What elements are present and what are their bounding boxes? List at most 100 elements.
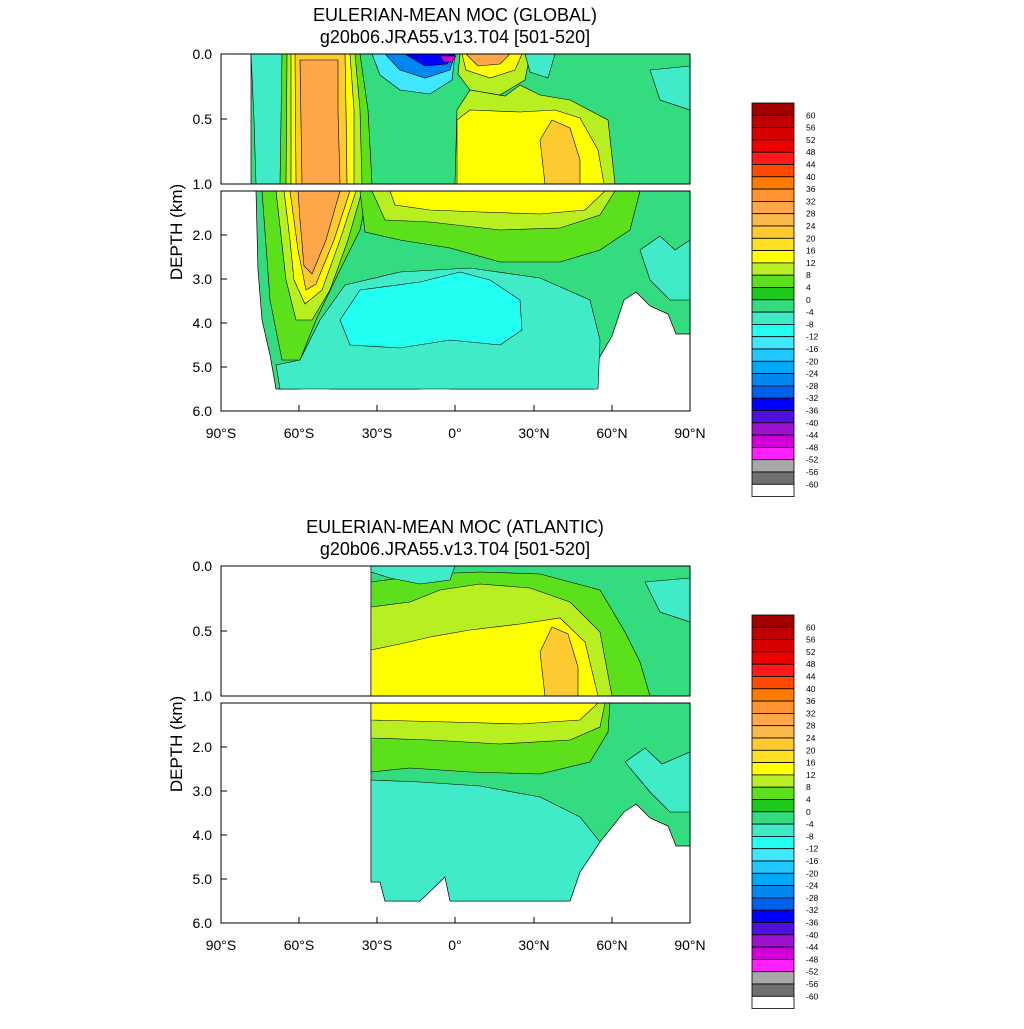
- colorbar-label: 8: [806, 270, 811, 280]
- x-tick-label: 60°N: [596, 425, 627, 441]
- colorbar-label: 40: [806, 172, 816, 182]
- colorbar-label: 28: [806, 209, 816, 219]
- colorbar-label: -56: [806, 979, 819, 989]
- colorbar-swatch: [752, 386, 794, 398]
- colorbar-swatch: [752, 984, 794, 996]
- colorbar-label: -4: [806, 307, 814, 317]
- x-tick-label: 90°S: [206, 937, 237, 953]
- global-moc-panel: EULERIAN-MEAN MOC (GLOBAL) g20b06.JRA55.…: [0, 0, 1024, 512]
- y-ticks: [221, 566, 227, 923]
- colorbar-swatch: [752, 750, 794, 762]
- colorbar-swatch: [752, 763, 794, 775]
- y-tick-label: 0.5: [193, 111, 213, 127]
- colorbar-swatch: [752, 128, 794, 140]
- colorbar-swatch: [752, 460, 794, 472]
- x-tick-label: 90°N: [674, 937, 705, 953]
- x-tick-label: 60°S: [284, 937, 315, 953]
- upper-orange-cell: [300, 60, 340, 184]
- chart-subtitle: g20b06.JRA55.v13.T04 [501-520]: [320, 539, 590, 559]
- colorbar-swatch: [752, 800, 794, 812]
- y-tick-label: 5.0: [193, 871, 213, 887]
- colorbar-label: 32: [806, 708, 816, 718]
- colorbar-swatch: [752, 972, 794, 984]
- colorbar-label: -16: [806, 344, 819, 354]
- y-tick-label: 0.0: [193, 558, 213, 574]
- colorbar-label: 60: [806, 622, 816, 632]
- colorbar-swatch: [752, 189, 794, 201]
- colorbar-swatch: [752, 324, 794, 336]
- colorbar-label: -52: [806, 967, 819, 977]
- colorbar-label: 56: [806, 635, 816, 645]
- x-tick-label: 90°N: [674, 425, 705, 441]
- colorbar-label: -32: [806, 905, 819, 915]
- colorbar-label: -8: [806, 831, 814, 841]
- colorbar-label: 20: [806, 745, 816, 755]
- colorbar-label: -48: [806, 442, 819, 452]
- y-tick-label: 0.0: [193, 46, 213, 62]
- y-axis-label: DEPTH (km): [167, 184, 186, 280]
- colorbar-swatch: [752, 238, 794, 250]
- colorbar-swatch: [752, 959, 794, 971]
- colorbar-swatch: [752, 652, 794, 664]
- colorbar-label: 44: [806, 672, 816, 682]
- colorbar-label: 0: [806, 807, 811, 817]
- chart-title: EULERIAN-MEAN MOC (ATLANTIC): [306, 517, 604, 537]
- y-tick-label: 2.0: [193, 227, 213, 243]
- colorbar-swatch: [752, 824, 794, 836]
- colorbar-swatch: [752, 263, 794, 275]
- x-tick-label: 0°: [448, 425, 461, 441]
- colorbar-label: 52: [806, 135, 816, 145]
- colorbar-swatch: [752, 374, 794, 386]
- colorbar-label: -28: [806, 893, 819, 903]
- y-tick-label: 1.0: [193, 688, 213, 704]
- colorbar-label: 36: [806, 696, 816, 706]
- chart-subtitle: g20b06.JRA55.v13.T04 [501-520]: [320, 27, 590, 47]
- colorbar-swatch: [752, 947, 794, 959]
- y-tick-label: 5.0: [193, 359, 213, 375]
- colorbar-label: -44: [806, 942, 819, 952]
- colorbar-swatch: [752, 615, 794, 627]
- chart-title: EULERIAN-MEAN MOC (GLOBAL): [313, 5, 597, 25]
- colorbar-label: -48: [806, 954, 819, 964]
- colorbar-label: 12: [806, 770, 816, 780]
- colorbar-swatch: [752, 214, 794, 226]
- lower-section-field: [256, 191, 690, 389]
- colorbar-swatch: [752, 640, 794, 652]
- y-axis-label: DEPTH (km): [167, 696, 186, 792]
- colorbar-swatch: [752, 103, 794, 115]
- colorbar-label: 16: [806, 246, 816, 256]
- colorbar-swatch: [752, 689, 794, 701]
- colorbar-swatch: [752, 910, 794, 922]
- colorbar-label: -20: [806, 868, 819, 878]
- upper-section-field: [371, 566, 690, 696]
- colorbar-swatch: [752, 923, 794, 935]
- colorbar-label: 4: [806, 795, 811, 805]
- x-tick-label: 30°N: [518, 937, 549, 953]
- colorbar-label: -12: [806, 844, 819, 854]
- colorbar-label: -12: [806, 332, 819, 342]
- x-tick-label: 60°S: [284, 425, 315, 441]
- colorbar-swatch: [752, 627, 794, 639]
- colorbar-swatch: [752, 996, 794, 1008]
- y-tick-label: 6.0: [193, 915, 213, 931]
- colorbar-swatch: [752, 873, 794, 885]
- colorbar-swatch: [752, 472, 794, 484]
- colorbar-swatch: [752, 812, 794, 824]
- colorbar-swatch: [752, 738, 794, 750]
- colorbar-label: -8: [806, 319, 814, 329]
- atlantic-moc-chart: EULERIAN-MEAN MOC (ATLANTIC) g20b06.JRA5…: [0, 512, 1024, 1024]
- colorbar-label: 52: [806, 647, 816, 657]
- colorbar-label: -24: [806, 881, 819, 891]
- atlantic-moc-panel: EULERIAN-MEAN MOC (ATLANTIC) g20b06.JRA5…: [0, 512, 1024, 1024]
- lower-section-field: [371, 703, 690, 901]
- colorbar-swatch: [752, 115, 794, 127]
- colorbar-label: -20: [806, 356, 819, 366]
- y-tick-label: 2.0: [193, 739, 213, 755]
- colorbar-label: 48: [806, 659, 816, 669]
- colorbar-label: 4: [806, 283, 811, 293]
- colorbar-label: -4: [806, 819, 814, 829]
- colorbar-label: 60: [806, 110, 816, 120]
- x-tick-label: 30°N: [518, 425, 549, 441]
- upper-nh-yellow: [457, 110, 604, 184]
- colorbar-swatch: [752, 787, 794, 799]
